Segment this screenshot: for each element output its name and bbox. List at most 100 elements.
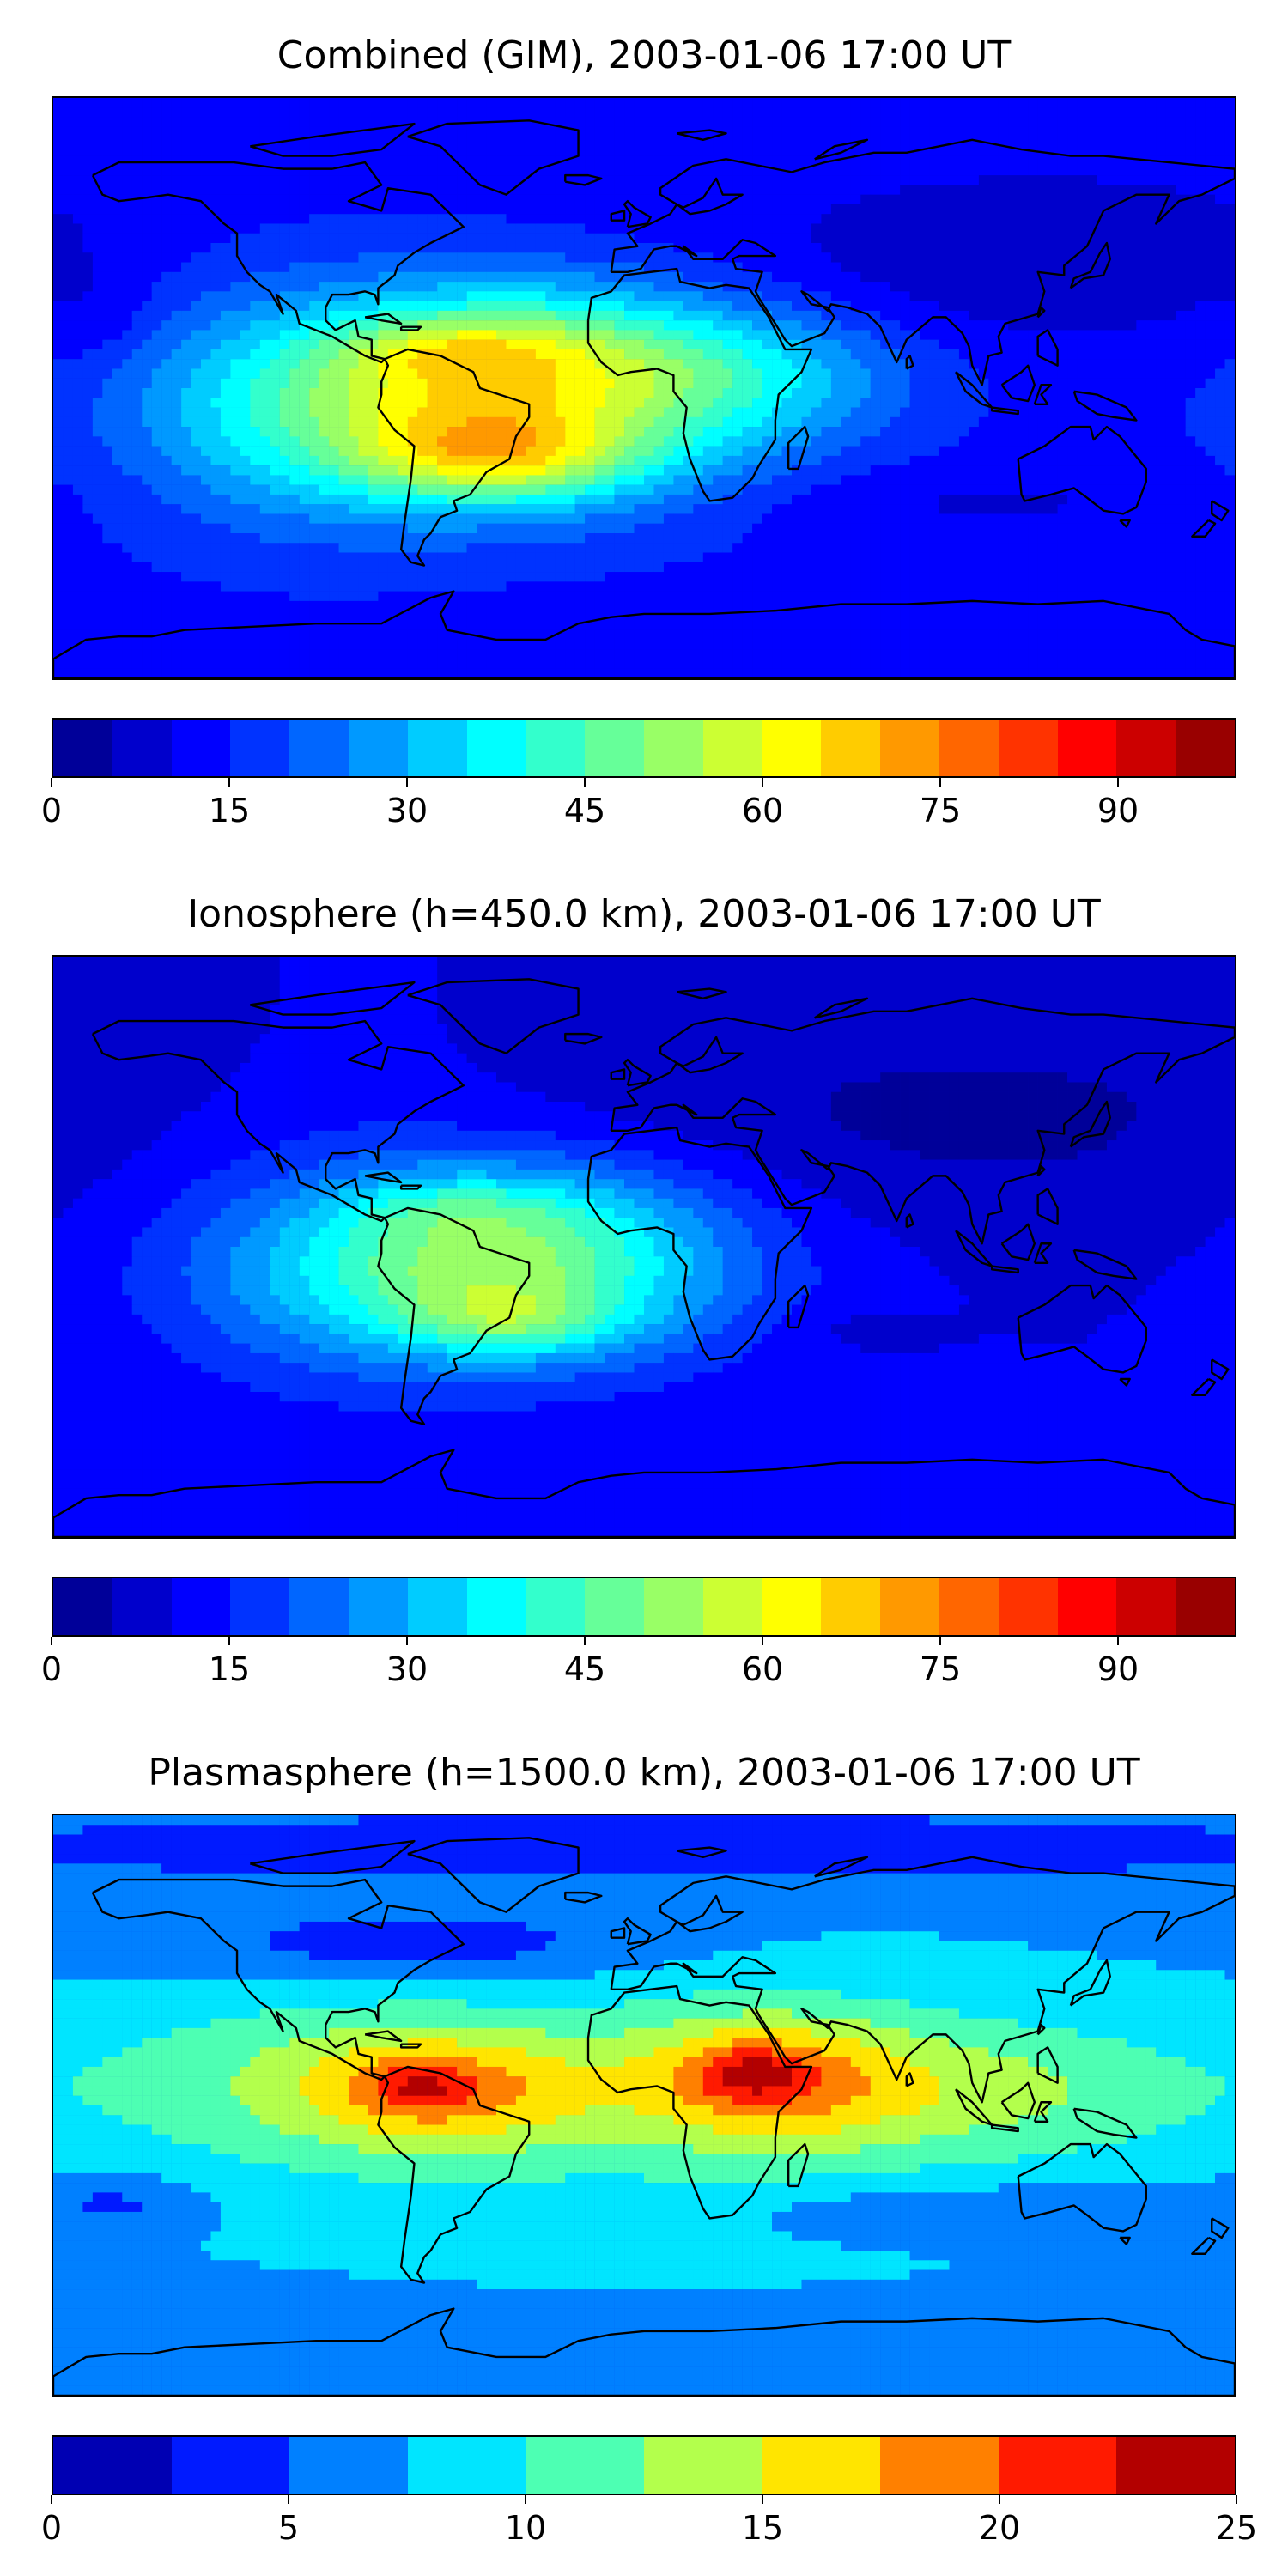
contour-cell bbox=[378, 126, 389, 137]
contour-cell bbox=[1067, 446, 1078, 457]
contour-cell bbox=[565, 398, 575, 408]
contour-cell bbox=[1156, 291, 1166, 301]
contour-cell bbox=[663, 98, 674, 108]
contour-cell bbox=[201, 378, 211, 389]
contour-cell bbox=[82, 291, 94, 301]
contour-cell bbox=[1037, 407, 1048, 417]
contour-cell bbox=[240, 243, 251, 253]
contour-cell bbox=[752, 175, 762, 185]
contour-cell bbox=[1145, 416, 1157, 428]
contour-cell bbox=[614, 107, 625, 118]
contour-cell bbox=[535, 243, 546, 253]
contour-cell bbox=[742, 416, 753, 428]
contour-cell bbox=[555, 494, 566, 505]
contour-cell bbox=[515, 214, 526, 224]
contour-cell bbox=[1195, 291, 1206, 301]
contour-cell bbox=[762, 427, 773, 437]
contour-cell bbox=[850, 194, 861, 205]
contour-cell bbox=[1195, 330, 1206, 340]
contour-cell bbox=[939, 155, 950, 167]
contour-cell bbox=[515, 126, 526, 137]
contour-cell bbox=[762, 359, 773, 369]
contour-cell bbox=[594, 243, 605, 253]
contour-cell bbox=[1097, 339, 1108, 350]
contour-cell bbox=[142, 126, 152, 137]
contour-cell bbox=[958, 223, 969, 234]
contour-cell bbox=[191, 349, 202, 360]
contour-cell bbox=[1165, 146, 1176, 156]
contour-cell bbox=[821, 455, 832, 466]
contour-cell bbox=[240, 175, 251, 185]
contour-cell bbox=[781, 378, 793, 389]
contour-cell bbox=[555, 262, 566, 272]
contour-cell bbox=[1018, 310, 1029, 321]
contour-cell bbox=[191, 291, 202, 301]
contour-cell bbox=[387, 349, 398, 360]
contour-cell bbox=[1165, 262, 1176, 272]
contour-cell bbox=[781, 233, 793, 244]
contour-cell bbox=[82, 465, 94, 476]
contour-cell bbox=[841, 262, 851, 272]
contour-cell bbox=[102, 416, 112, 428]
contour-cell bbox=[329, 398, 339, 408]
contour-cell bbox=[565, 310, 575, 321]
contour-cell bbox=[131, 271, 143, 283]
contour-cell bbox=[969, 398, 980, 408]
contour-cell bbox=[437, 484, 447, 495]
contour-cell bbox=[870, 204, 881, 215]
contour-cell bbox=[1136, 223, 1146, 234]
contour-cell bbox=[880, 388, 890, 398]
contour-cell bbox=[230, 378, 241, 389]
contour-cell bbox=[466, 320, 477, 331]
contour-cell bbox=[1136, 165, 1146, 176]
contour-cell bbox=[506, 349, 517, 360]
contour-cell bbox=[358, 484, 369, 495]
contour-cell bbox=[870, 320, 881, 331]
contour-cell bbox=[289, 223, 300, 234]
contour-cell bbox=[201, 484, 211, 495]
contour-cell bbox=[368, 165, 379, 176]
contour-cell bbox=[713, 291, 723, 301]
contour-cell bbox=[506, 301, 517, 312]
contour-cell bbox=[1057, 175, 1068, 185]
contour-cell bbox=[653, 194, 665, 205]
contour-cell bbox=[240, 310, 251, 321]
contour-cell bbox=[732, 427, 743, 437]
contour-cell bbox=[358, 165, 369, 176]
contour-cell bbox=[92, 398, 103, 408]
contour-cell bbox=[270, 243, 280, 253]
contour-cell bbox=[909, 427, 920, 437]
contour-cell bbox=[309, 126, 319, 137]
contour-cell bbox=[624, 359, 635, 369]
contour-cell bbox=[72, 368, 83, 379]
contour-cell bbox=[535, 107, 546, 118]
contour-cell bbox=[722, 185, 733, 195]
contour-cell bbox=[1176, 330, 1186, 340]
contour-cell bbox=[496, 465, 507, 476]
contour-cell bbox=[1116, 301, 1127, 312]
contour-cell bbox=[545, 165, 556, 176]
contour-cell bbox=[801, 137, 812, 147]
contour-cell bbox=[1087, 349, 1097, 360]
contour-cell bbox=[309, 243, 319, 253]
contour-cell bbox=[378, 155, 389, 167]
contour-cell bbox=[900, 407, 910, 417]
contour-cell bbox=[466, 407, 477, 417]
contour-cell bbox=[732, 388, 743, 398]
contour-cell bbox=[939, 126, 950, 137]
contour-cell bbox=[171, 282, 182, 292]
contour-cell bbox=[486, 282, 497, 292]
contour-cell bbox=[890, 233, 901, 244]
contour-cell bbox=[939, 398, 950, 408]
contour-cell bbox=[201, 301, 211, 312]
contour-cell bbox=[978, 214, 989, 224]
contour-cell bbox=[368, 427, 379, 437]
contour-cell bbox=[112, 359, 123, 369]
contour-cell bbox=[506, 214, 517, 224]
contour-cell bbox=[624, 271, 635, 283]
contour-cell bbox=[1156, 243, 1166, 253]
contour-cell bbox=[821, 291, 832, 301]
contour-cell bbox=[72, 214, 83, 224]
contour-cell bbox=[929, 320, 940, 331]
contour-cell bbox=[693, 185, 703, 195]
